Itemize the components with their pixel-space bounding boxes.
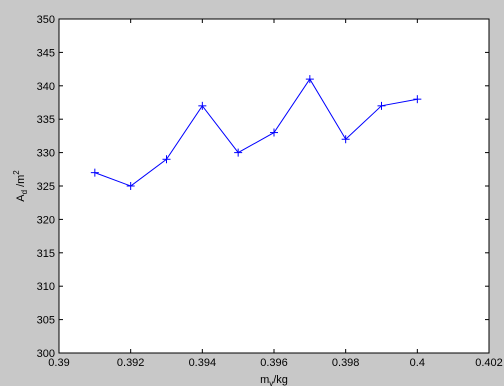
data-point-marker — [90, 168, 99, 177]
x-axis-ticks: 0.39 0.392 0.394 0.396 0.398 0.4 0.402 — [48, 19, 503, 369]
x-tick-label: 0.394 — [189, 357, 217, 369]
y-tick-label: 305 — [37, 315, 55, 327]
series-markers — [90, 75, 422, 190]
y-tick-label: 310 — [37, 281, 55, 293]
y-tick-label: 340 — [37, 81, 55, 93]
y-tick-label: 300 — [37, 348, 55, 360]
data-point-marker — [377, 101, 386, 110]
x-tick-label: 0.4 — [410, 357, 425, 369]
y-tick-label: 320 — [37, 214, 55, 226]
data-point-marker — [234, 148, 243, 157]
x-tick-label: 0.396 — [260, 357, 288, 369]
data-point-marker — [305, 75, 314, 84]
y-tick-label: 350 — [37, 14, 55, 26]
data-point-marker — [162, 155, 171, 164]
data-point-marker — [126, 182, 135, 190]
y-tick-label: 315 — [37, 248, 55, 260]
x-tick-label: 0.398 — [332, 357, 360, 369]
plot-area — [58, 18, 490, 354]
data-point-marker — [341, 135, 350, 144]
data-point-marker — [270, 128, 278, 137]
y-axis-ticks: 300 305 310 315 320 325 330 335 340 345 350 — [37, 14, 489, 360]
y-tick-label: 325 — [37, 181, 55, 193]
y-tick-label: 345 — [37, 47, 55, 59]
data-point-marker — [198, 101, 207, 110]
x-tick-label: 0.39 — [48, 357, 69, 369]
data-point-marker — [413, 95, 422, 104]
y-tick-label: 330 — [37, 148, 55, 160]
x-axis-label: mv/kg — [260, 374, 288, 386]
series-line — [94, 78, 418, 187]
x-tick-label: 0.402 — [475, 357, 503, 369]
y-axis-label: Ad /m2 — [12, 170, 29, 202]
x-tick-label: 0.392 — [117, 357, 145, 369]
y-tick-label: 335 — [37, 114, 55, 126]
